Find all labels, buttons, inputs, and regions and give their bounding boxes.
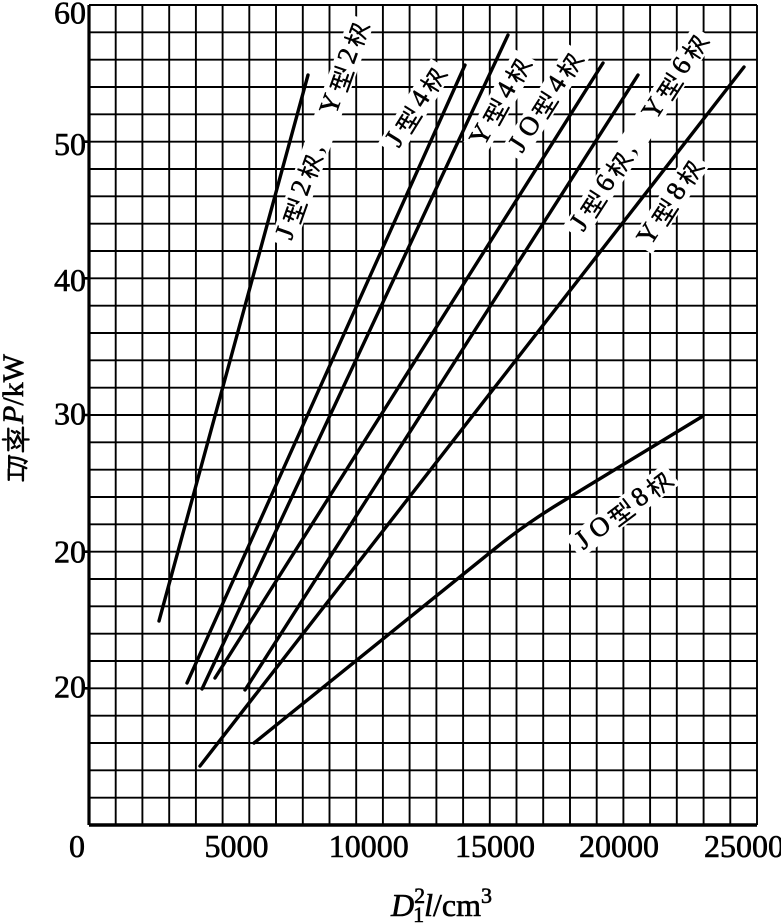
svg-text:5000: 5000 — [205, 828, 269, 864]
svg-text:25000: 25000 — [704, 828, 781, 864]
svg-text:P/kW: P/kW — [0, 353, 30, 425]
svg-text:15000: 15000 — [455, 828, 535, 864]
svg-text:10000: 10000 — [329, 828, 409, 864]
svg-text:20000: 20000 — [579, 828, 659, 864]
svg-text:60: 60 — [54, 0, 86, 31]
svg-text:40: 40 — [54, 262, 86, 298]
svg-text:20: 20 — [54, 669, 86, 705]
svg-text:50: 50 — [54, 126, 86, 162]
svg-text:20: 20 — [54, 534, 86, 570]
svg-text:30: 30 — [54, 396, 86, 432]
svg-text:0: 0 — [69, 828, 85, 864]
